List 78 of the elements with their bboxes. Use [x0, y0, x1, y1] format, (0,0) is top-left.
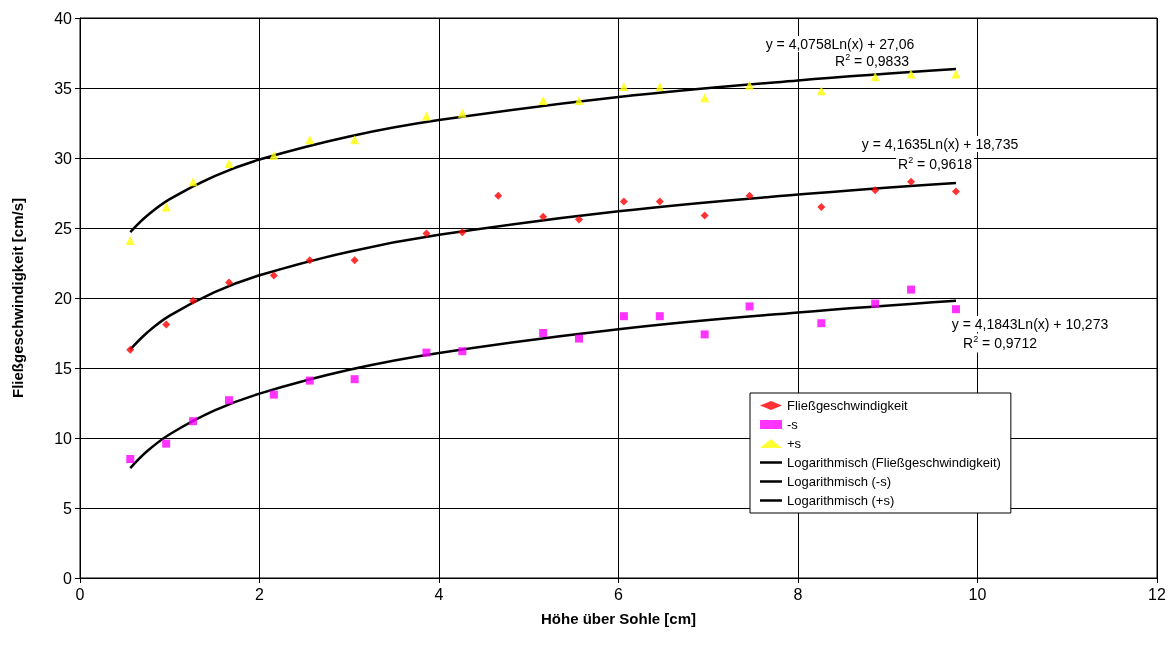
x-tick-label: 12 [1148, 585, 1166, 603]
annotation: y = 4,1635Ln(x) + 18,735 [861, 136, 1019, 152]
point [871, 299, 880, 308]
point [700, 211, 709, 220]
point [619, 312, 628, 321]
point [189, 296, 198, 305]
x-axis-title: Höhe über Sohle [cm] [540, 610, 697, 627]
point [538, 96, 548, 106]
x-tick-label: 10 [968, 585, 987, 603]
y-tick-label: 20 [54, 289, 73, 307]
point [575, 215, 584, 224]
point [224, 396, 233, 405]
legend-label: +s [787, 436, 802, 451]
annotation: y = 4,1843Ln(x) + 10,273 [951, 316, 1109, 332]
x-tick-label: 8 [793, 585, 803, 603]
y-axis-title: Fließgeschwindigkeit [cm/s] [9, 197, 26, 399]
x-tick-label: 4 [434, 585, 444, 603]
point [458, 347, 467, 356]
point [951, 187, 960, 196]
point [907, 177, 916, 186]
point [162, 320, 171, 329]
y-tick-label: 15 [54, 359, 73, 377]
y-tick-label: 40 [54, 9, 73, 27]
point [700, 330, 709, 339]
x-tick-label: 6 [614, 585, 624, 603]
legend-label: Logarithmisch (-s) [787, 474, 892, 489]
legend-label: Fließgeschwindigkeit [787, 398, 909, 413]
point [350, 256, 359, 265]
point [619, 82, 629, 92]
point [951, 69, 961, 79]
point [224, 278, 233, 287]
point [655, 312, 664, 321]
point [189, 417, 198, 426]
point [457, 108, 467, 118]
point [575, 334, 584, 343]
point [539, 212, 548, 221]
point [305, 256, 314, 265]
point [269, 150, 279, 160]
point [951, 305, 960, 314]
legend-label: Logarithmisch (+s) [787, 493, 895, 508]
point [745, 80, 755, 90]
point [126, 345, 135, 354]
point [745, 302, 754, 311]
y-tick-label: 0 [63, 569, 73, 587]
x-tick-label: 2 [255, 585, 265, 603]
point [422, 348, 431, 357]
y-tick-label: 35 [54, 79, 73, 97]
point [539, 329, 548, 337]
point [619, 197, 628, 206]
point [224, 159, 234, 169]
y-tick-label: 30 [54, 149, 73, 167]
point [162, 439, 171, 448]
x-tick-label: 0 [75, 585, 85, 603]
point [574, 96, 584, 106]
point [269, 390, 278, 399]
point [126, 455, 135, 463]
y-tick-label: 10 [54, 429, 73, 447]
point [745, 191, 754, 200]
point [817, 203, 826, 211]
point [350, 375, 359, 384]
point [188, 177, 198, 187]
point [421, 111, 431, 121]
point [458, 228, 467, 237]
point [907, 285, 916, 294]
point [422, 229, 431, 238]
point [655, 197, 664, 206]
point [305, 376, 314, 385]
legend-label: Logarithmisch (Fließgeschwindigkeit) [787, 455, 1001, 470]
y-tick-label: 25 [54, 219, 73, 237]
point [269, 271, 278, 280]
y-tick-label: 5 [63, 499, 73, 517]
point [817, 319, 826, 328]
point [871, 186, 880, 195]
legend-label: -s [787, 417, 799, 432]
annotation: y = 4,0758Ln(x) + 27,06 [765, 36, 915, 52]
point [906, 69, 916, 79]
point [161, 202, 171, 212]
point [494, 191, 503, 200]
